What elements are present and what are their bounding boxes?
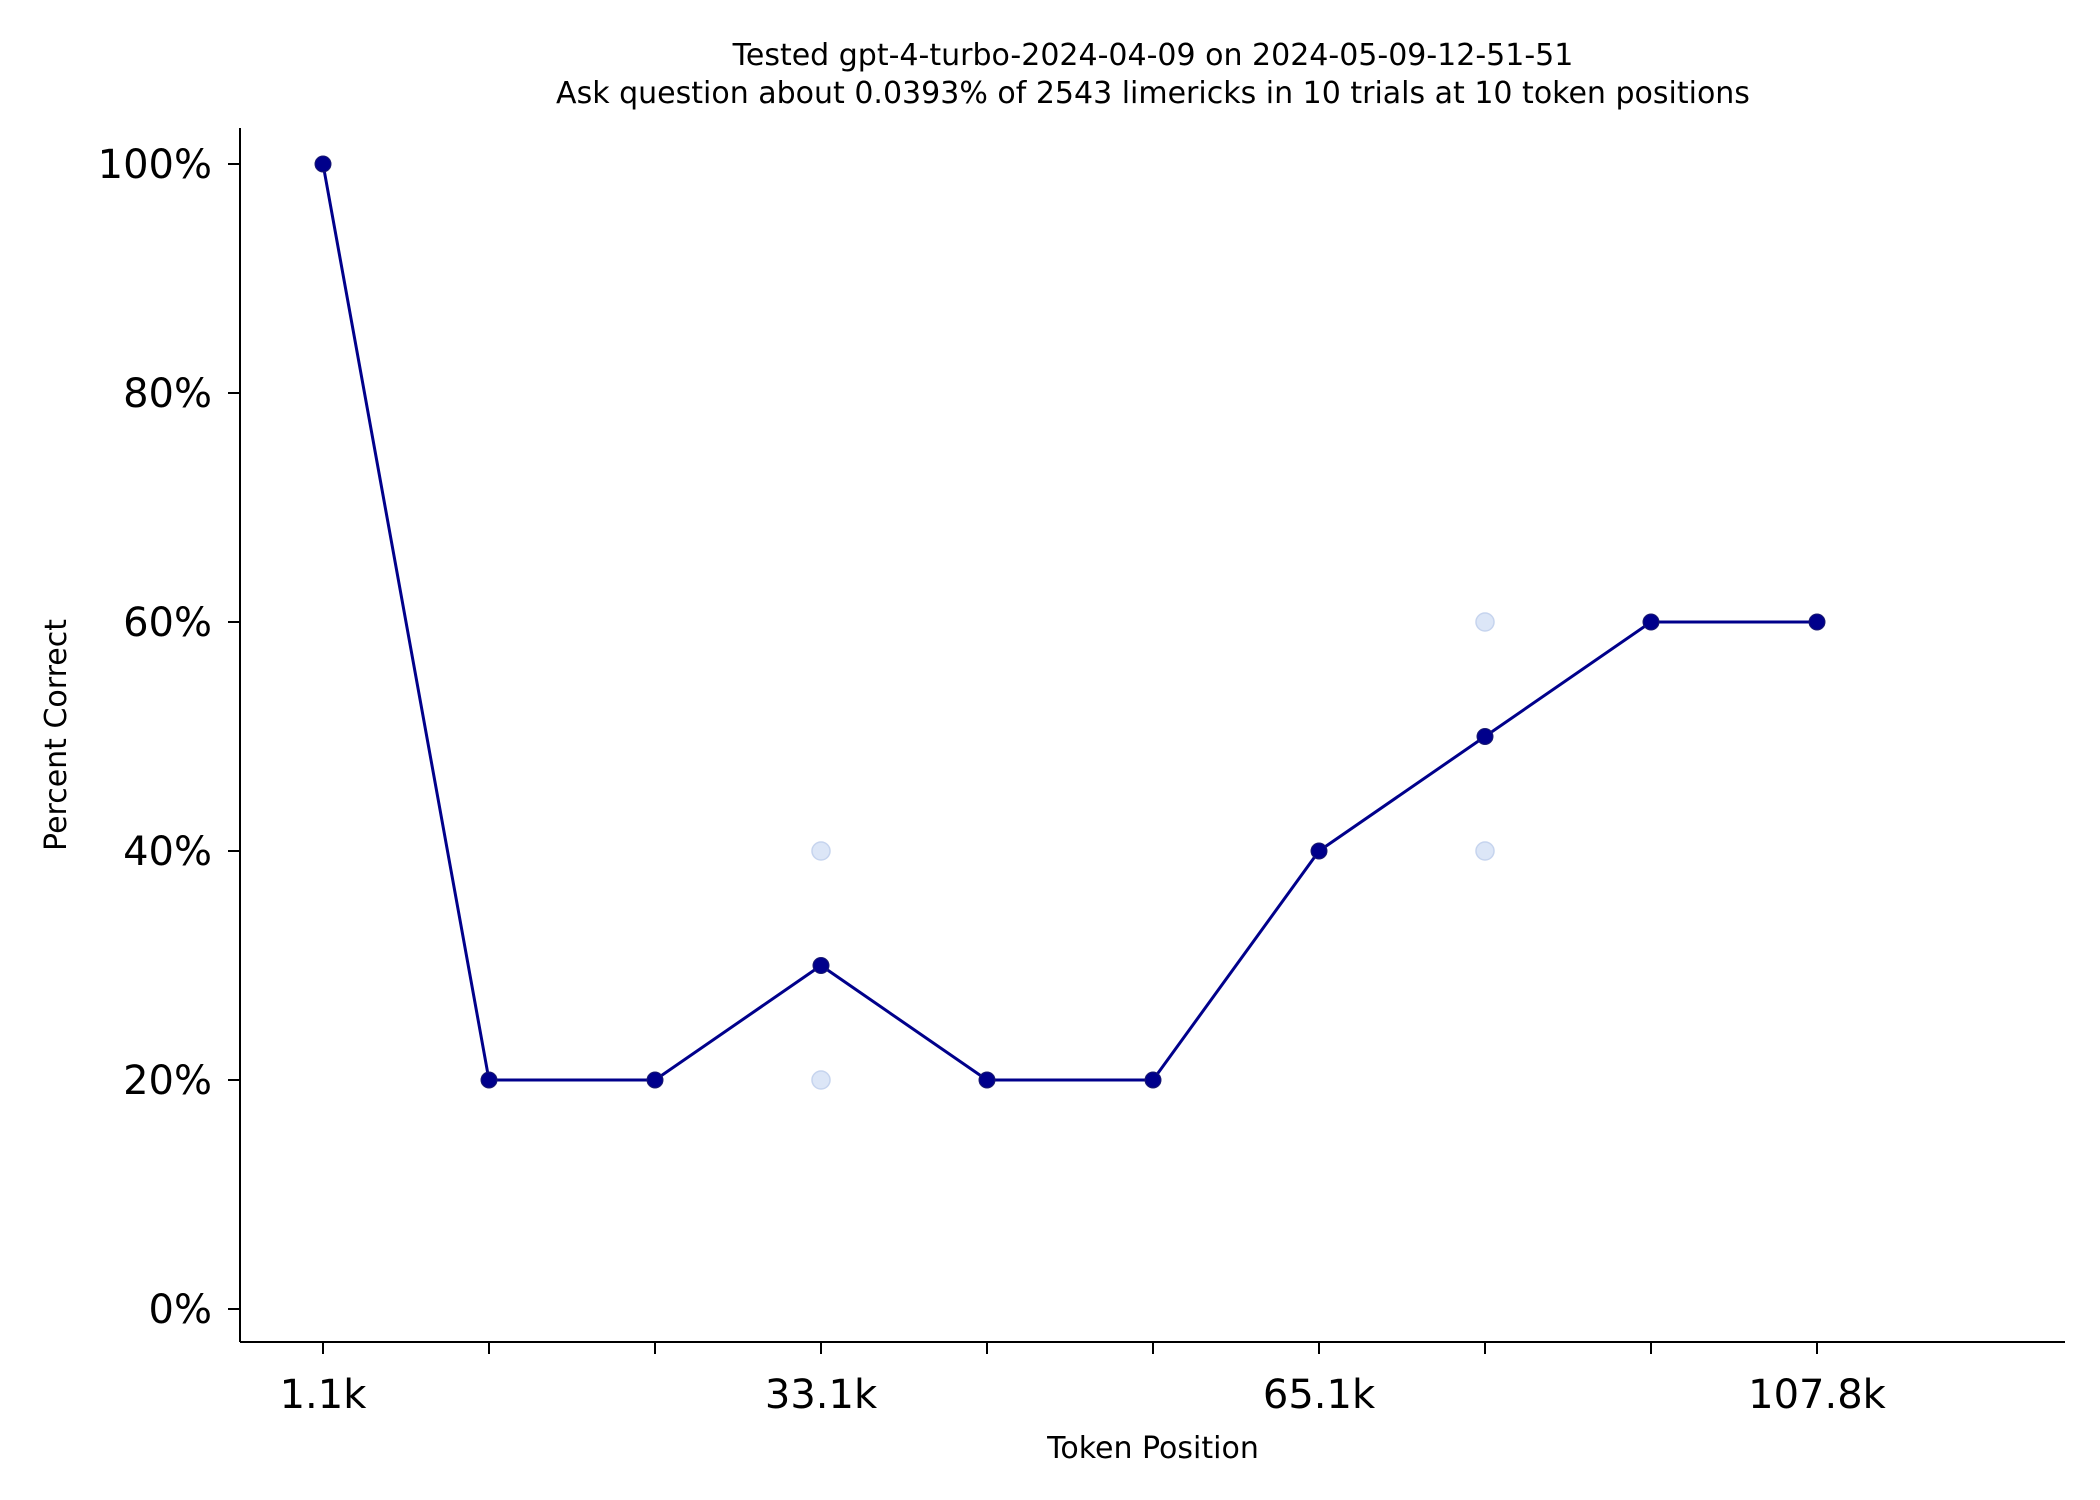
x-tick-label: 1.1k: [280, 1372, 368, 1418]
series-line: [321, 163, 1817, 1082]
y-tick-label: 100%: [98, 142, 212, 188]
y-tick-label: 20%: [123, 1058, 212, 1104]
series-layer: [314, 155, 1826, 1089]
y-axis-label: Percent Correct: [39, 619, 74, 851]
plot-area: 0% 20% 40% 60% 80% 100% 1.1k 33.1k 65.1k 107.8k: [98, 128, 2065, 1418]
y-tick-label: 60%: [123, 600, 212, 646]
data-point: [314, 155, 332, 173]
x-tick-label: 33.1k: [765, 1372, 878, 1418]
trial-point: [1475, 612, 1495, 632]
chart-subtitle: Ask question about 0.0393% of 2543 limer…: [556, 76, 1750, 111]
trial-point: [1475, 841, 1495, 861]
data-point: [978, 1071, 996, 1089]
y-tick-label: 40%: [123, 829, 212, 875]
data-point: [1808, 613, 1826, 631]
trial-points: [811, 612, 1495, 1090]
x-axis-label: Token Position: [1046, 1431, 1259, 1466]
data-point: [480, 1071, 498, 1089]
y-tick-label: 0%: [149, 1287, 212, 1333]
data-point: [1642, 613, 1660, 631]
trial-point: [811, 841, 831, 861]
data-point: [812, 957, 830, 974]
y-tick-label: 80%: [123, 371, 212, 417]
y-ticks: 0% 20% 40% 60% 80% 100%: [98, 142, 240, 1333]
data-point: [1310, 842, 1328, 860]
data-point: [646, 1071, 664, 1089]
x-tick-label: 65.1k: [1263, 1372, 1376, 1418]
trial-point: [811, 1070, 831, 1090]
chart-title: Tested gpt-4-turbo-2024-04-09 on 2024-05…: [732, 38, 1574, 73]
x-tick-label: 107.8k: [1748, 1372, 1887, 1418]
data-point: [1476, 728, 1494, 745]
data-point: [1144, 1071, 1162, 1089]
x-ticks: 1.1k 33.1k 65.1k 107.8k: [280, 1342, 1887, 1418]
